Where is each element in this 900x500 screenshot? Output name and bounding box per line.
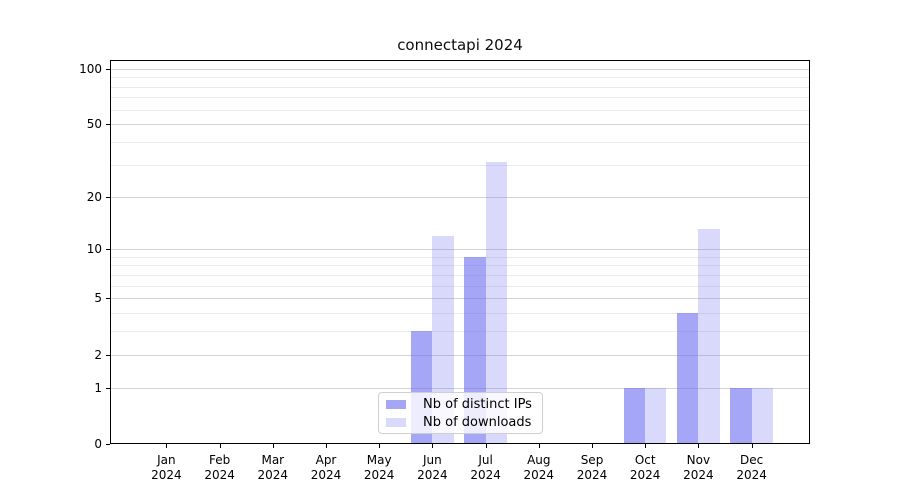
x-tick-label: Jul 2024 — [470, 453, 501, 482]
minor-gridline — [110, 256, 810, 258]
minor-gridline — [110, 142, 810, 144]
y-tick-label: 5 — [94, 291, 102, 306]
chart-title: connectapi 2024 — [397, 36, 523, 54]
y-tick — [106, 387, 110, 389]
major-gridline — [110, 298, 810, 300]
x-tick — [698, 444, 700, 448]
downloads-swatch-icon — [386, 417, 406, 427]
x-tick-label: Apr 2024 — [310, 453, 342, 482]
y-tick — [106, 298, 110, 300]
x-tick-label: Aug 2024 — [523, 453, 555, 482]
bar-downloads — [751, 387, 773, 444]
legend-label: Nb of downloads — [423, 414, 532, 430]
minor-gridline — [110, 274, 810, 276]
x-tick — [751, 444, 753, 448]
minor-gridline — [110, 265, 810, 267]
major-gridline — [110, 249, 810, 250]
x-tick-label: Oct 2024 — [629, 453, 661, 482]
y-tick-label: 20 — [86, 189, 102, 204]
y-tick-label: 10 — [86, 242, 102, 256]
major-gridline — [110, 387, 810, 389]
y-tick — [106, 196, 110, 198]
x-tick — [538, 444, 540, 448]
y-tick-label: 50 — [86, 117, 102, 132]
legend-item-downloads: Nb of downloads — [379, 413, 542, 431]
x-tick-label: May 2024 — [363, 453, 395, 482]
x-tick-label: Nov 2024 — [683, 453, 714, 482]
x-tick — [432, 444, 434, 448]
distinct-ips-swatch-icon — [386, 399, 406, 409]
bar-distinct-ips — [677, 313, 699, 444]
y-tick — [106, 354, 110, 356]
minor-gridline — [110, 313, 810, 315]
y-tick-label: 1 — [94, 380, 102, 395]
legend-label: Nb of distinct IPs — [423, 396, 532, 412]
x-tick-label: Dec 2024 — [736, 453, 767, 482]
minor-gridline — [110, 86, 810, 88]
x-tick — [645, 444, 647, 448]
x-tick — [379, 444, 381, 448]
minor-gridline — [110, 77, 810, 79]
bar-distinct-ips — [623, 387, 646, 444]
y-tick — [106, 68, 110, 70]
legend: Nb of distinct IPs Nb of downloads — [378, 392, 543, 434]
y-tick-label: 2 — [94, 347, 102, 362]
bar-downloads — [698, 229, 720, 444]
y-tick-label: 100 — [79, 61, 102, 76]
bar-distinct-ips — [730, 387, 752, 444]
bar-downloads — [485, 162, 507, 444]
major-gridline — [110, 124, 810, 126]
y-tick — [106, 124, 110, 126]
x-tick — [326, 444, 327, 448]
y-tick-label: 0 — [94, 437, 102, 451]
x-tick — [485, 444, 487, 448]
minor-gridline — [110, 109, 810, 111]
major-gridline — [110, 196, 810, 198]
x-tick-label: Sep 2024 — [576, 453, 608, 482]
minor-gridline — [110, 164, 810, 166]
bar-downloads — [432, 235, 454, 444]
x-tick-label: Feb 2024 — [204, 453, 235, 482]
major-gridline — [110, 354, 810, 356]
x-tick — [272, 444, 274, 448]
minor-gridline — [110, 331, 810, 333]
x-tick-label: Jun 2024 — [417, 453, 448, 482]
x-tick — [592, 444, 593, 448]
minor-gridline — [110, 97, 810, 99]
minor-gridline — [110, 285, 810, 287]
y-tick — [106, 249, 110, 250]
x-tick-label: Jan 2024 — [151, 453, 182, 482]
legend-item-distinct-ips: Nb of distinct IPs — [379, 395, 542, 413]
major-gridline — [110, 68, 810, 70]
x-tick — [219, 444, 221, 448]
y-tick — [106, 444, 110, 445]
x-tick-label: Mar 2024 — [257, 453, 289, 482]
bar-downloads — [645, 387, 667, 444]
x-tick — [166, 444, 168, 448]
